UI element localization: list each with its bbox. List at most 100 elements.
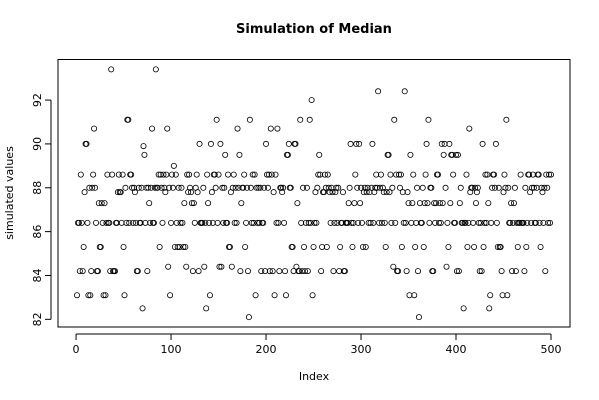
point	[350, 219, 357, 226]
point	[151, 184, 158, 191]
point	[469, 184, 476, 191]
point	[331, 219, 338, 226]
x-axis-label: Index	[299, 370, 330, 383]
point	[510, 200, 517, 207]
point	[472, 200, 479, 207]
point	[310, 243, 317, 250]
point	[411, 292, 418, 299]
point	[321, 171, 328, 178]
point	[516, 219, 523, 226]
point	[389, 184, 396, 191]
point	[213, 116, 220, 123]
point	[296, 268, 303, 275]
point	[405, 200, 412, 207]
point	[376, 219, 383, 226]
point	[339, 219, 346, 226]
point	[463, 171, 470, 178]
point	[179, 219, 186, 226]
point	[372, 184, 379, 191]
point	[335, 184, 342, 191]
point	[477, 219, 484, 226]
point	[211, 171, 218, 178]
point	[344, 219, 351, 226]
x-tick-label: 100	[161, 343, 182, 356]
point	[528, 219, 535, 226]
point	[546, 171, 553, 178]
point	[282, 268, 289, 275]
y-tick-label: 90	[31, 137, 44, 151]
point	[268, 171, 275, 178]
point	[453, 268, 460, 275]
point	[543, 171, 550, 178]
point	[157, 171, 164, 178]
point	[170, 162, 177, 169]
point	[221, 184, 228, 191]
point	[289, 243, 296, 250]
point	[420, 243, 427, 250]
point	[261, 184, 268, 191]
point	[243, 219, 250, 226]
point	[226, 243, 233, 250]
point	[456, 200, 463, 207]
point	[80, 243, 87, 250]
point	[454, 151, 461, 158]
point	[360, 189, 367, 196]
point	[370, 219, 377, 226]
point	[317, 171, 324, 178]
point	[106, 219, 113, 226]
point	[466, 125, 473, 132]
point	[318, 268, 325, 275]
point	[263, 140, 270, 147]
point	[377, 171, 384, 178]
y-tick-label: 82	[31, 312, 44, 326]
x-tick-label: 300	[351, 343, 372, 356]
point	[253, 184, 260, 191]
point	[130, 184, 137, 191]
point	[509, 268, 516, 275]
point	[199, 219, 206, 226]
point	[141, 151, 148, 158]
point	[494, 243, 501, 250]
point	[274, 125, 281, 132]
point	[353, 140, 360, 147]
point	[118, 219, 125, 226]
point	[91, 125, 98, 132]
point	[263, 171, 270, 178]
point	[266, 268, 273, 275]
point	[407, 151, 414, 158]
point	[425, 116, 432, 123]
point	[203, 305, 210, 312]
point	[307, 219, 314, 226]
point	[397, 171, 404, 178]
point	[167, 292, 174, 299]
point	[241, 171, 248, 178]
point	[510, 219, 517, 226]
point	[430, 268, 437, 275]
point	[159, 219, 166, 226]
point	[533, 184, 540, 191]
point	[276, 268, 283, 275]
point	[290, 268, 297, 275]
point	[85, 292, 92, 299]
point	[327, 219, 334, 226]
point	[298, 219, 305, 226]
point	[396, 184, 403, 191]
point	[330, 268, 337, 275]
point	[155, 171, 162, 178]
point	[514, 243, 521, 250]
point	[125, 116, 132, 123]
point	[334, 219, 341, 226]
point	[297, 116, 304, 123]
point	[471, 243, 478, 250]
point	[138, 184, 145, 191]
point	[315, 171, 322, 178]
point	[208, 189, 215, 196]
point	[237, 268, 244, 275]
point	[345, 200, 352, 207]
point	[142, 219, 149, 226]
point	[130, 219, 137, 226]
point	[408, 219, 415, 226]
point	[249, 171, 256, 178]
point	[247, 184, 254, 191]
point	[140, 143, 147, 150]
